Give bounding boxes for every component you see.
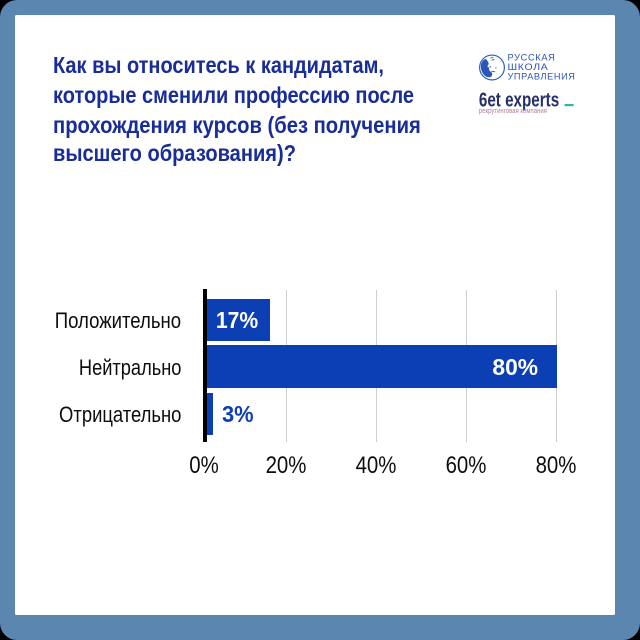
svg-text:6et experts: 6et experts [479, 89, 559, 111]
svg-text:УПРАВЛЕНИЯ: УПРАВЛЕНИЯ [508, 72, 576, 82]
svg-text:РУССКАЯ: РУССКАЯ [508, 53, 556, 63]
svg-text:рекрутинговая компания: рекрутинговая компания [479, 108, 547, 115]
svg-text:ШКОЛА: ШКОЛА [508, 62, 549, 72]
